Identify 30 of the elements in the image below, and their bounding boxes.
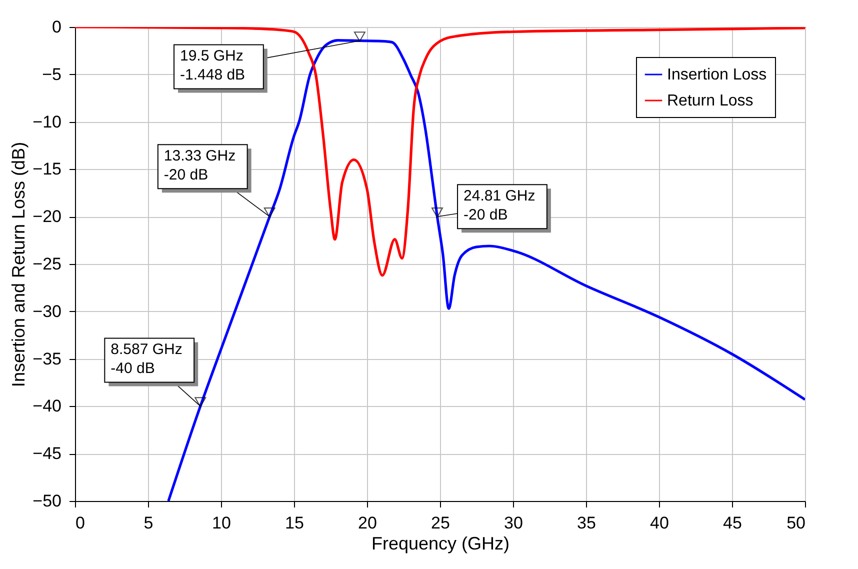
x-tick-label: 10	[212, 514, 231, 532]
y-tick-label: −25	[32, 254, 62, 274]
x-tick-label: 35	[577, 514, 596, 532]
annotation: 13.33 GHz -20 dB	[164, 148, 236, 184]
y-tick-label: −5	[42, 64, 62, 84]
y-tick-label: 0	[52, 18, 62, 36]
x-axis-title: Frequency (GHz)	[371, 534, 510, 554]
y-tick-label: −20	[32, 207, 62, 226]
y-axis-title: Insertion and Return Loss (dB)	[8, 142, 29, 388]
y-tick-label: −15	[32, 160, 62, 179]
y-tick-label: −50	[32, 492, 62, 510]
x-tick-label: 25	[431, 514, 450, 532]
x-tick-label: 20	[358, 514, 377, 532]
x-tick-label: 40	[650, 514, 669, 532]
y-tick-label: −40	[32, 396, 62, 416]
x-tick-label: 15	[285, 514, 304, 532]
annotation: 8.587 GHz -40 dB	[110, 341, 182, 378]
x-tick-label: 50	[786, 514, 806, 532]
annotation: 19.5 GHz -1.448 dB	[180, 48, 246, 84]
legend-label: Return Loss	[667, 92, 754, 110]
x-tick-label: 0	[76, 514, 85, 532]
y-tick-label: −45	[32, 444, 62, 464]
legend-label: Insertion Loss	[667, 66, 767, 84]
x-tick-label: 30	[504, 514, 523, 532]
y-tick-label: −10	[32, 112, 62, 132]
x-tick-label: 45	[723, 514, 742, 532]
x-tick-label: 5	[144, 514, 154, 532]
annotation: 24.81 GHz -20 dB	[464, 188, 536, 224]
y-tick-label: −35	[32, 349, 62, 368]
y-tick-label: −30	[32, 302, 62, 321]
